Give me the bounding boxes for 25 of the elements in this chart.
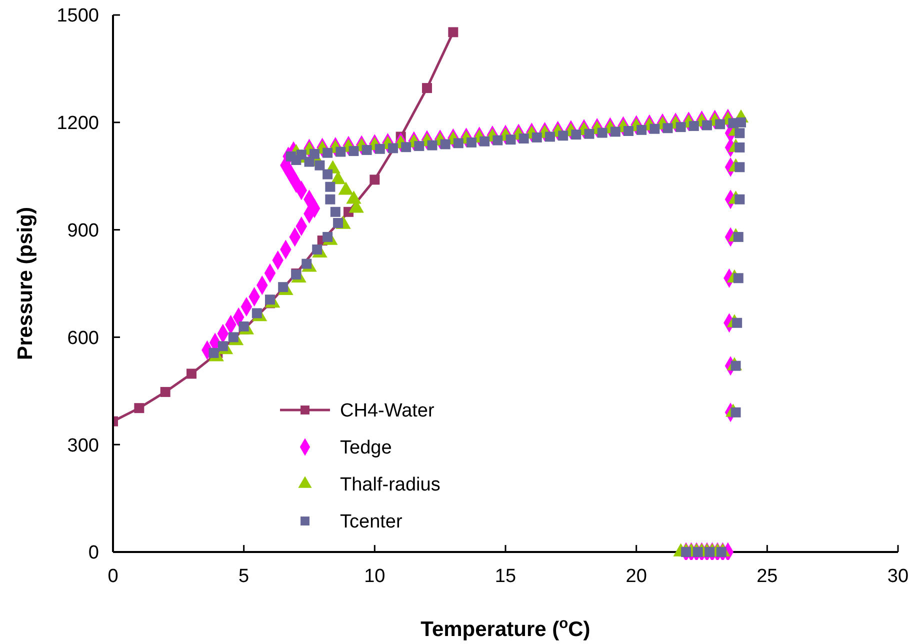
- point: [160, 386, 170, 397]
- x-tick-label: 30: [887, 566, 909, 587]
- y-axis-title: Pressure (psig): [14, 207, 37, 360]
- x-tick-label: 20: [626, 566, 647, 587]
- point: [370, 174, 380, 185]
- x-axis-title: Temperature ($^{o}$C): [420, 616, 590, 641]
- y-tick-label: 1200: [56, 113, 99, 134]
- point: [134, 403, 144, 414]
- x-tick-label: 10: [364, 566, 386, 587]
- legend-label: Thalf-radius: [340, 474, 440, 496]
- legend-label: Tedge: [340, 438, 392, 459]
- point: [422, 83, 432, 94]
- x-tick-label: 5: [238, 566, 250, 587]
- x-tick-label: 25: [756, 566, 778, 587]
- point: [448, 27, 458, 38]
- legend-label: Tcenter: [340, 512, 403, 533]
- point: [186, 368, 196, 379]
- y-tick-label: 900: [67, 220, 99, 242]
- y-tick-label: 0: [88, 542, 99, 564]
- legend-label: CH4-Water: [340, 400, 435, 422]
- x-tick-label: 15: [494, 566, 516, 587]
- y-tick-label: 1500: [56, 6, 99, 27]
- y-tick-label: 600: [67, 328, 99, 349]
- x-tick-label: 0: [108, 566, 118, 587]
- y-tick-label: 300: [67, 435, 99, 456]
